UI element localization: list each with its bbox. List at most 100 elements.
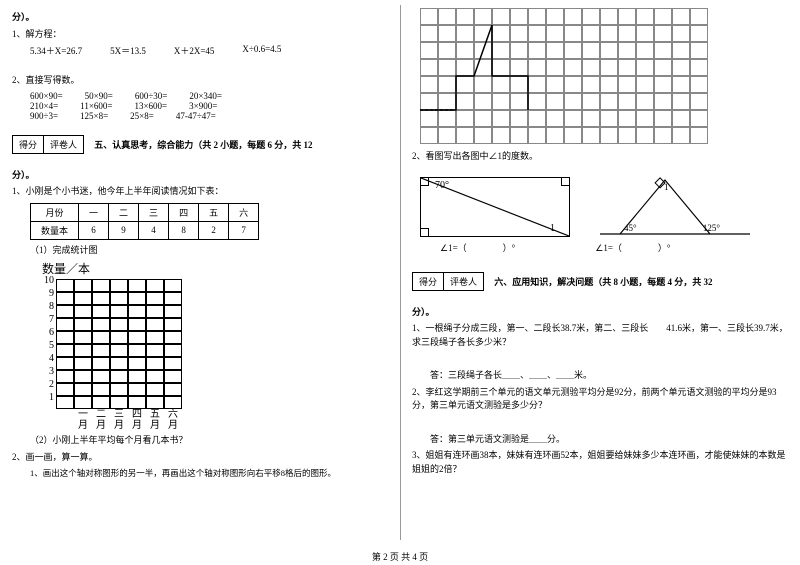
score-label: 得分	[413, 273, 444, 290]
p1-sub1: （1）完成统计图	[12, 244, 388, 258]
y-axis-labels: 10 9 8 7 6 5 4 3 2 1	[42, 274, 54, 404]
y-val: 8	[42, 300, 54, 313]
cell: 六	[229, 203, 259, 221]
angle-125: 125°	[703, 223, 720, 233]
eq: 5X＝13.5	[110, 44, 146, 57]
section-5-title: 五、认真思考，综合能力（共 2 小题，每题 6 分，共 12	[94, 138, 312, 151]
sec6-end: 分）。	[412, 306, 788, 320]
symmetry-grid-wrap	[412, 8, 788, 144]
x-val: 二月	[92, 409, 110, 431]
diagonal-line	[421, 178, 569, 236]
score-box: 得分 评卷人	[12, 135, 84, 154]
cell: 数量本	[31, 221, 79, 239]
data-table: 月份 一 二 三 四 五 六 数量本 6 9 4 8 2 7	[30, 203, 259, 240]
eq: X＋2X=45	[174, 44, 215, 57]
p1-sub2: （2）小刚上半年平均每个月看几本书？	[12, 434, 388, 448]
y-val: 9	[42, 287, 54, 300]
cell: 二	[109, 203, 139, 221]
y-val: 1	[42, 391, 54, 404]
x-val: 六月	[164, 409, 182, 431]
score-section-6: 得分 评卷人 六、应用知识，解决问题（共 8 小题，每题 4 分，共 32	[412, 266, 788, 297]
app-q2-ans: 答：第三单元语文测验是＿＿分。	[412, 433, 788, 447]
q2-row: 900÷3= 125×8= 25×8= 47-47÷47=	[12, 111, 388, 121]
cell: 8	[169, 221, 199, 239]
geometry-row: 70° 1 1 45° 125°	[420, 172, 788, 237]
cell: 2	[199, 221, 229, 239]
eq: 900÷3=	[30, 111, 58, 121]
cell: 一	[79, 203, 109, 221]
right-column: 2、看图写出各图中∠1的度数。 70° 1 1 45° 125° ∠1=（	[400, 0, 800, 545]
symmetry-grid	[420, 8, 788, 144]
cell: 四	[169, 203, 199, 221]
cell: 4	[139, 221, 169, 239]
eq: 20×340=	[189, 91, 222, 101]
grid-note: 2、看图写出各图中∠1的度数。	[412, 150, 788, 164]
y-val: 6	[42, 326, 54, 339]
eq: 50×90=	[85, 91, 113, 101]
p2-sub: 1、画出这个轴对称图形的另一半，再画出这个轴对称图形向右平移8格后的图形。	[12, 467, 388, 480]
eq: X÷0.6=4.5	[242, 44, 281, 57]
q2-title: 2、直接写得数。	[12, 74, 388, 88]
eq: 11×600=	[80, 101, 112, 111]
grader-label: 评卷人	[444, 273, 483, 290]
cell: 6	[79, 221, 109, 239]
cell: 五	[199, 203, 229, 221]
cell: 7	[229, 221, 259, 239]
q2-row: 210×4= 11×600= 13×600= 3×900=	[12, 101, 388, 111]
eq: 600×90=	[30, 91, 63, 101]
answer-1: ∠1=（ ）°	[440, 241, 515, 254]
score-section: 得分 评卷人 五、认真思考，综合能力（共 2 小题，每题 6 分，共 12	[12, 129, 388, 160]
rect-geometry: 70° 1	[420, 177, 570, 237]
answer-row: ∠1=（ ）° ∠1=（ ）°	[440, 241, 788, 254]
section-6-title: 六、应用知识，解决问题（共 8 小题，每题 4 分，共 32	[494, 275, 712, 288]
score-label: 得分	[13, 136, 44, 153]
q1-eqs: 5.34＋X=26.7 5X＝13.5 X＋2X=45 X÷0.6=4.5	[12, 44, 388, 57]
left-column: 分）。 1、解方程： 5.34＋X=26.7 5X＝13.5 X＋2X=45 X…	[0, 0, 400, 545]
eq: 25×8=	[130, 111, 154, 121]
rectangle: 70° 1	[420, 177, 570, 237]
answer-2: ∠1=（ ）°	[595, 241, 670, 254]
y-val: 7	[42, 313, 54, 326]
cell: 三	[139, 203, 169, 221]
p2-title: 2、画一画，算一算。	[12, 451, 388, 465]
y-val: 2	[42, 378, 54, 391]
cell: 月份	[31, 203, 79, 221]
score-box: 得分 评卷人	[412, 272, 484, 291]
eq: 13×600=	[134, 101, 167, 111]
eq: 210×4=	[30, 101, 58, 111]
x-val: 四月	[128, 409, 146, 431]
q2-row: 600×90= 50×90= 600÷30= 20×340=	[12, 91, 388, 101]
bar-chart: 数量／本 10 9 8 7 6 5 4 3 2 1 一月	[42, 260, 388, 431]
angle-45: 45°	[624, 223, 637, 233]
app-q1-ans: 答：三段绳子各长＿＿、＿＿、＿＿米。	[412, 369, 788, 383]
y-val: 10	[42, 274, 54, 287]
cell: 9	[109, 221, 139, 239]
x-val: 五月	[146, 409, 164, 431]
q1-title: 1、解方程：	[12, 28, 388, 42]
eq: 125×8=	[80, 111, 108, 121]
y-val: 3	[42, 365, 54, 378]
x-val: 一月	[74, 409, 92, 431]
table-row: 数量本 6 9 4 8 2 7	[31, 221, 259, 239]
app-q3: 3、姐姐有连环画38本，妹妹有连环画52本，姐姐要给妹妹多少本连环画，才能使妹妹…	[412, 449, 788, 476]
p1-intro: 1、小刚是个小书迷，他今年上半年阅读情况如下表：	[12, 185, 388, 199]
x-val: 三月	[110, 409, 128, 431]
chart-grid	[56, 279, 388, 409]
eq: 5.34＋X=26.7	[30, 44, 82, 57]
x-axis-labels: 一月 二月 三月 四月 五月 六月	[56, 409, 388, 431]
eq: 47-47÷47=	[176, 111, 216, 121]
chart-y-title: 数量／本	[42, 260, 388, 277]
eq: 600÷30=	[135, 91, 168, 101]
y-val: 4	[42, 352, 54, 365]
y-val: 5	[42, 339, 54, 352]
angle-1-tri: 1	[664, 182, 669, 192]
sec5-end: 分）。	[12, 169, 388, 183]
triangle-svg	[600, 172, 750, 237]
grader-label: 评卷人	[44, 136, 83, 153]
app-q1: 1、一根绳子分成三段，第一、二段长38.7米，第二、三段长 41.6米，第一、三…	[412, 322, 788, 349]
triangle-geometry: 1 45° 125°	[600, 172, 720, 237]
eq: 3×900=	[189, 101, 217, 111]
table-row: 月份 一 二 三 四 五 六	[31, 203, 259, 221]
page-footer: 第 2 页 共 4 页	[0, 550, 800, 563]
cont-text: 分）。	[12, 11, 388, 25]
